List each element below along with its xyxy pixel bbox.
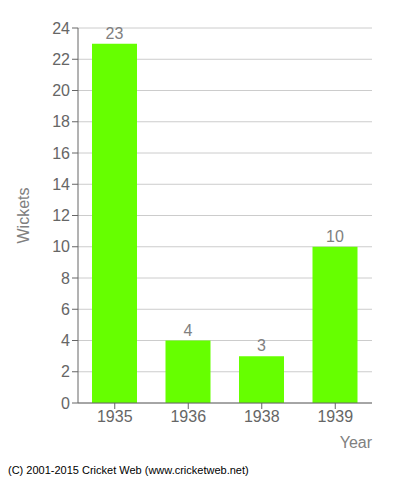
svg-text:4: 4 — [184, 322, 193, 339]
svg-text:Wickets: Wickets — [15, 188, 32, 244]
html-text:(C) 2001-2015 Cricket Web (www: (C) 2001-2015 Cricket Web (www.cricketwe… — [8, 464, 249, 476]
svg-text:18: 18 — [52, 113, 70, 130]
svg-text:1938: 1938 — [244, 408, 280, 425]
svg-text:1936: 1936 — [170, 408, 206, 425]
svg-text:20: 20 — [52, 82, 70, 99]
svg-text:12: 12 — [52, 207, 70, 224]
svg-text:24: 24 — [52, 20, 70, 37]
svg-text:10: 10 — [52, 238, 70, 255]
svg-text:0: 0 — [61, 395, 70, 412]
svg-text:14: 14 — [52, 176, 70, 193]
svg-text:1935: 1935 — [97, 408, 133, 425]
svg-text:3: 3 — [257, 337, 266, 354]
svg-text:16: 16 — [52, 145, 70, 162]
svg-text:6: 6 — [61, 301, 70, 318]
svg-text:10: 10 — [326, 228, 344, 245]
svg-text:Year: Year — [340, 434, 373, 451]
svg-text:2: 2 — [61, 363, 70, 380]
svg-text:8: 8 — [61, 270, 70, 287]
svg-text:22: 22 — [52, 51, 70, 68]
svg-text:4: 4 — [61, 332, 70, 349]
svg-text:1939: 1939 — [317, 408, 353, 425]
svg-text:23: 23 — [106, 25, 124, 42]
